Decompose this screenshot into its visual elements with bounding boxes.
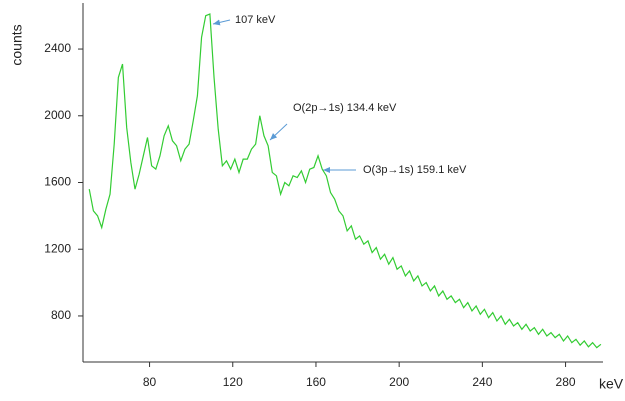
annotation-arrow <box>212 19 231 26</box>
x-tick-label: 160 <box>306 375 326 389</box>
y-tick-label: 2400 <box>44 41 71 55</box>
y-tick-label: 800 <box>51 308 71 322</box>
x-tick-label: 120 <box>223 375 243 389</box>
annotation-arrow <box>269 123 288 141</box>
y-tick-label: 1200 <box>44 241 71 255</box>
x-tick-label: 280 <box>556 375 576 389</box>
spectrum-line <box>88 13 602 349</box>
annotation: O(3p→1s) 159.1 keV <box>363 164 467 176</box>
annotation: 107 keV <box>235 14 276 26</box>
y-axis-label: counts <box>9 24 25 65</box>
annotation: O(2p→1s) 134.4 keV <box>293 102 397 114</box>
x-tick-label: 80 <box>143 375 157 389</box>
x-tick-label: 240 <box>472 375 492 389</box>
y-tick-label: 1600 <box>44 175 71 189</box>
x-axis-label: keV <box>599 376 624 392</box>
x-tick-label: 200 <box>389 375 409 389</box>
y-tick-label: 2000 <box>44 108 71 122</box>
